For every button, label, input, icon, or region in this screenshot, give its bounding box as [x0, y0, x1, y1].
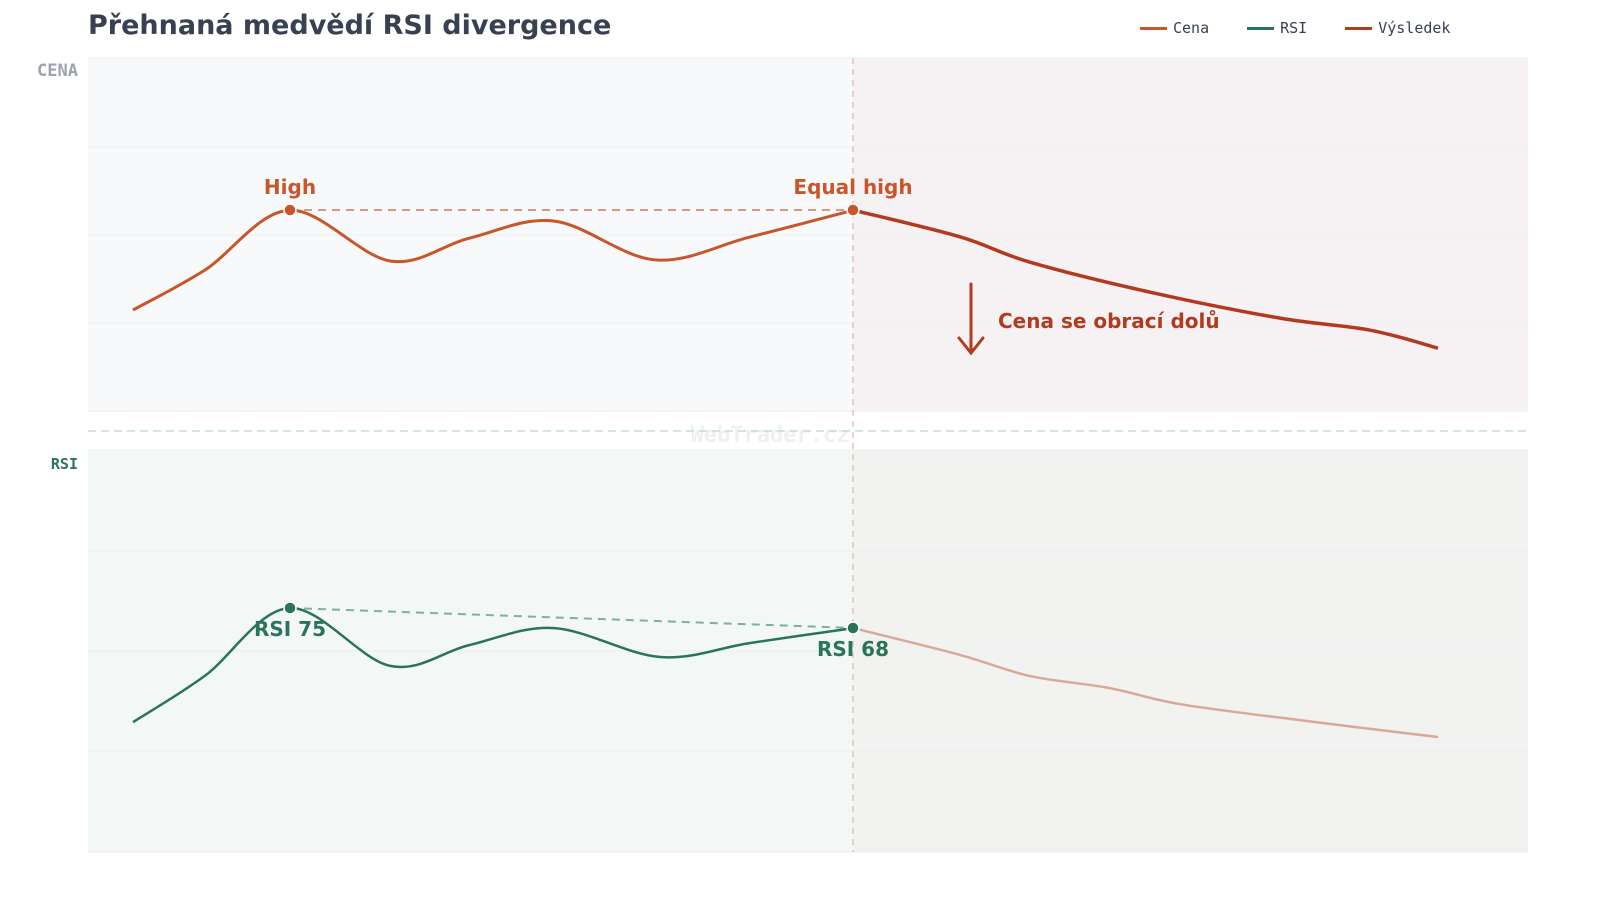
rsi-divergence-line: [289, 607, 854, 629]
legend-swatch: [1247, 26, 1275, 30]
rsi-line: [132, 606, 854, 724]
result-rsi-line: [853, 626, 1439, 739]
high-marker: [283, 203, 297, 217]
down-arrow-icon: [957, 282, 985, 356]
price-panel-label: CENA: [37, 61, 78, 81]
rsi-first-label: RSI 75: [254, 617, 326, 641]
legend-item-rsi: RSI: [1247, 19, 1307, 37]
legend-item-result: Výsledek: [1345, 19, 1450, 37]
high-label: High: [264, 175, 316, 199]
legend-label: RSI: [1280, 19, 1308, 37]
gridlines: [88, 57, 1528, 853]
legend-swatch: [1140, 26, 1167, 30]
rsi-second-marker: [846, 621, 860, 635]
equal-high-label: Equal high: [793, 175, 912, 199]
legend-label: Cena: [1173, 19, 1210, 37]
reversal-label: Cena se obrací dolů: [998, 309, 1220, 333]
watermark: WebTrader.cz: [691, 423, 850, 448]
legend: Cena RSI Výsledek: [1140, 19, 1488, 37]
chart-title: Přehnaná medvědí RSI divergence: [88, 10, 612, 41]
price-line: [132, 208, 854, 312]
equal-high-marker: [846, 203, 860, 217]
rsi-second-label: RSI 68: [817, 637, 889, 661]
rsi-first-marker: [283, 601, 297, 615]
legend-label: Výsledek: [1378, 19, 1451, 37]
result-price-line: [852, 208, 1439, 350]
legend-swatch: [1345, 26, 1373, 30]
rsi-panel-label: RSI: [51, 455, 78, 473]
legend-item-price: Cena: [1140, 19, 1209, 37]
